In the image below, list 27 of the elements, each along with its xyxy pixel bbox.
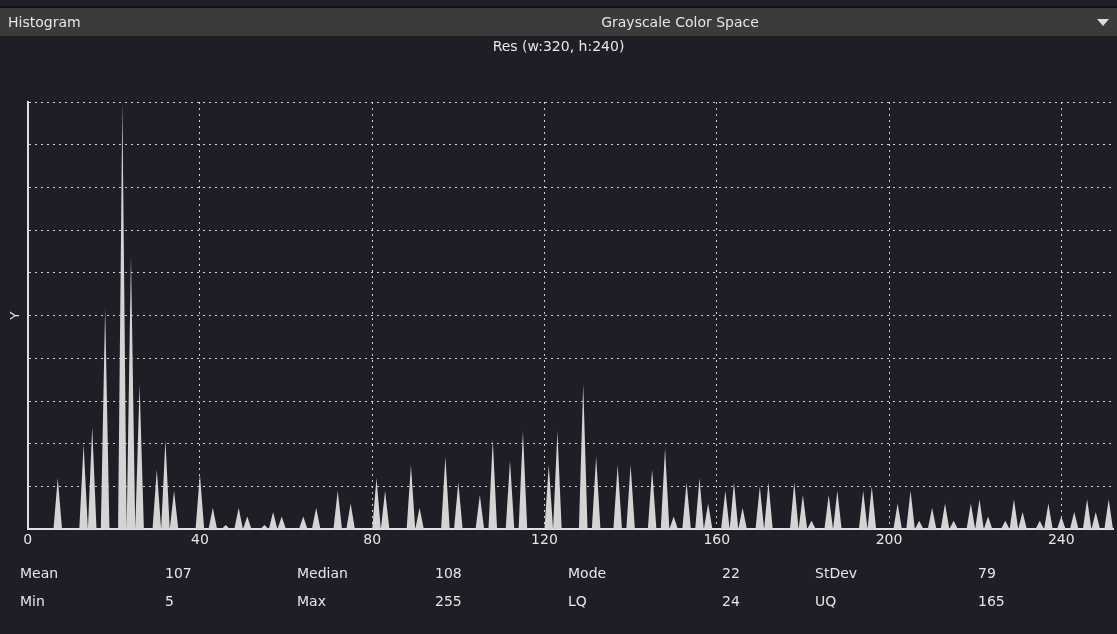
- x-tick-label: 200: [875, 531, 903, 548]
- text: Grayscale Color Space: [601, 14, 759, 30]
- chart-subtitle: Res (w:320, h:240): [491, 38, 626, 54]
- text: 107: [165, 565, 192, 581]
- text: UQ: [815, 593, 837, 609]
- text: Mean: [20, 565, 59, 581]
- text: 5: [165, 593, 174, 609]
- x-tick-label: 0: [23, 531, 33, 548]
- text: 108: [435, 565, 462, 581]
- text: 255: [435, 593, 462, 609]
- text: LQ: [568, 593, 587, 609]
- text: Min: [20, 593, 45, 609]
- text: Mode: [568, 565, 607, 581]
- x-tick-label: 40: [190, 531, 209, 548]
- text: Max: [297, 593, 326, 609]
- text: Median: [297, 565, 348, 581]
- x-tick-label: 160: [703, 531, 731, 548]
- text: StDev: [815, 565, 858, 581]
- x-tick-label: 120: [531, 531, 558, 548]
- text: 24: [722, 593, 740, 609]
- text: 22: [722, 565, 740, 581]
- text: 165: [978, 593, 1005, 609]
- x-tick-label: 80: [363, 531, 382, 548]
- chart-title: Histogram: [8, 14, 81, 30]
- y-axis-title: Y: [7, 310, 23, 320]
- x-tick-label: 240: [1047, 531, 1075, 548]
- text: 79: [978, 565, 996, 581]
